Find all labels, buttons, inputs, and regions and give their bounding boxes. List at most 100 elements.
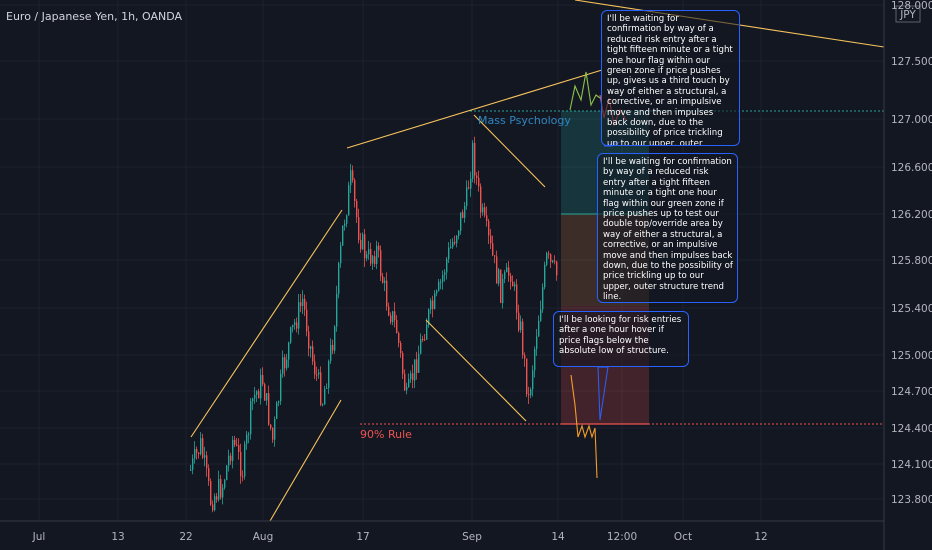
candle-body xyxy=(192,458,194,470)
candle-body xyxy=(472,142,474,179)
x-tick-label: 13 xyxy=(111,531,124,543)
candle-body xyxy=(520,321,522,331)
chart-title: Euro / Japanese Yen, 1h, OANDA xyxy=(6,10,183,23)
candles xyxy=(190,136,558,513)
candle-body xyxy=(318,372,320,375)
candle-body xyxy=(382,276,384,283)
candle-body xyxy=(224,479,226,488)
candle-body xyxy=(230,455,232,461)
candle-body xyxy=(364,234,366,259)
candle-body xyxy=(216,496,218,500)
candle-body xyxy=(196,449,198,453)
candle-body xyxy=(242,476,244,478)
candle-body xyxy=(434,293,436,309)
note-middle-text: I'll be waiting for confirmation by way … xyxy=(603,157,733,303)
candle-body xyxy=(348,185,350,216)
candle-body xyxy=(312,346,314,362)
candle-body xyxy=(200,438,202,455)
candle-body xyxy=(330,345,332,362)
candle-body xyxy=(294,322,296,325)
candle-body xyxy=(244,443,246,477)
candle-body xyxy=(368,249,370,255)
currency-badge: JPY xyxy=(899,9,916,21)
candle-body xyxy=(502,278,504,303)
candle-body xyxy=(544,264,546,288)
candle-body xyxy=(366,254,368,259)
candle-body xyxy=(202,438,204,458)
candle-body xyxy=(468,187,470,189)
candle-body xyxy=(238,445,240,453)
candle-body xyxy=(300,302,302,306)
candle-body xyxy=(270,424,272,428)
candle-body xyxy=(504,272,506,279)
trend-line xyxy=(473,114,546,188)
candle-body xyxy=(360,240,362,250)
note-lower-text: I'll be looking for risk entries after a… xyxy=(559,315,682,357)
candle-body xyxy=(374,256,376,265)
trend-line xyxy=(190,209,343,438)
candle-body xyxy=(394,311,396,321)
candle-body xyxy=(538,320,540,337)
candle-body xyxy=(324,388,326,405)
candle-body xyxy=(488,221,490,236)
candle-body xyxy=(250,401,252,435)
candle-body xyxy=(454,241,456,244)
candle-body xyxy=(498,269,500,284)
candle-body xyxy=(298,302,300,329)
candle-body xyxy=(352,170,354,181)
candle-body xyxy=(220,479,222,498)
candle-body xyxy=(536,336,538,350)
y-tick-label: 128.000 xyxy=(891,0,932,12)
candle-body xyxy=(236,444,238,446)
note-upper-text: I'll be waiting for confirmation by way … xyxy=(607,14,733,146)
candle-body xyxy=(278,401,280,403)
candle-body xyxy=(420,339,422,354)
candle-body xyxy=(228,455,230,466)
y-tick-label: 125.000 xyxy=(891,350,932,362)
candle-body xyxy=(264,384,266,401)
y-tick-label: 127.500 xyxy=(891,56,932,68)
note-pointer-lower xyxy=(597,366,609,421)
candle-body xyxy=(464,205,466,218)
candle-body xyxy=(492,243,494,256)
mass-psychology-label: Mass Psychology xyxy=(478,114,571,127)
candle-body xyxy=(404,373,406,391)
candle-body xyxy=(342,225,344,246)
candle-body xyxy=(388,306,390,316)
candle-body xyxy=(362,234,364,250)
candle-body xyxy=(478,177,480,187)
candle-body xyxy=(552,260,554,262)
trend-line xyxy=(269,399,342,522)
candle-body xyxy=(402,353,404,374)
candle-body xyxy=(370,249,372,264)
candle-body xyxy=(554,260,556,262)
candle-body xyxy=(340,245,342,264)
candle-body xyxy=(484,207,486,216)
y-tick-label: 126.200 xyxy=(891,209,932,221)
x-tick-label: 17 xyxy=(356,531,369,543)
candle-body xyxy=(384,280,386,283)
candle-body xyxy=(336,293,338,327)
candle-body xyxy=(490,235,492,244)
candle-body xyxy=(256,391,258,395)
candle-body xyxy=(526,358,528,395)
candle-body xyxy=(508,267,510,276)
candle-body xyxy=(534,349,536,371)
candle-body xyxy=(306,309,308,332)
candle-body xyxy=(190,469,192,471)
candle-body xyxy=(506,267,508,273)
candle-body xyxy=(206,455,208,469)
candle-body xyxy=(432,300,434,309)
candle-body xyxy=(516,284,518,313)
x-tick-label: Oct xyxy=(674,531,692,543)
candle-body xyxy=(234,439,236,445)
candle-body xyxy=(396,320,398,333)
candle-body xyxy=(310,346,312,349)
candle-body xyxy=(258,391,260,399)
ninety-percent-rule-label: 90% Rule xyxy=(360,428,412,441)
candle-body xyxy=(392,311,394,323)
candle-body xyxy=(344,223,346,226)
candle-body xyxy=(222,487,224,498)
candle-body xyxy=(332,345,334,351)
